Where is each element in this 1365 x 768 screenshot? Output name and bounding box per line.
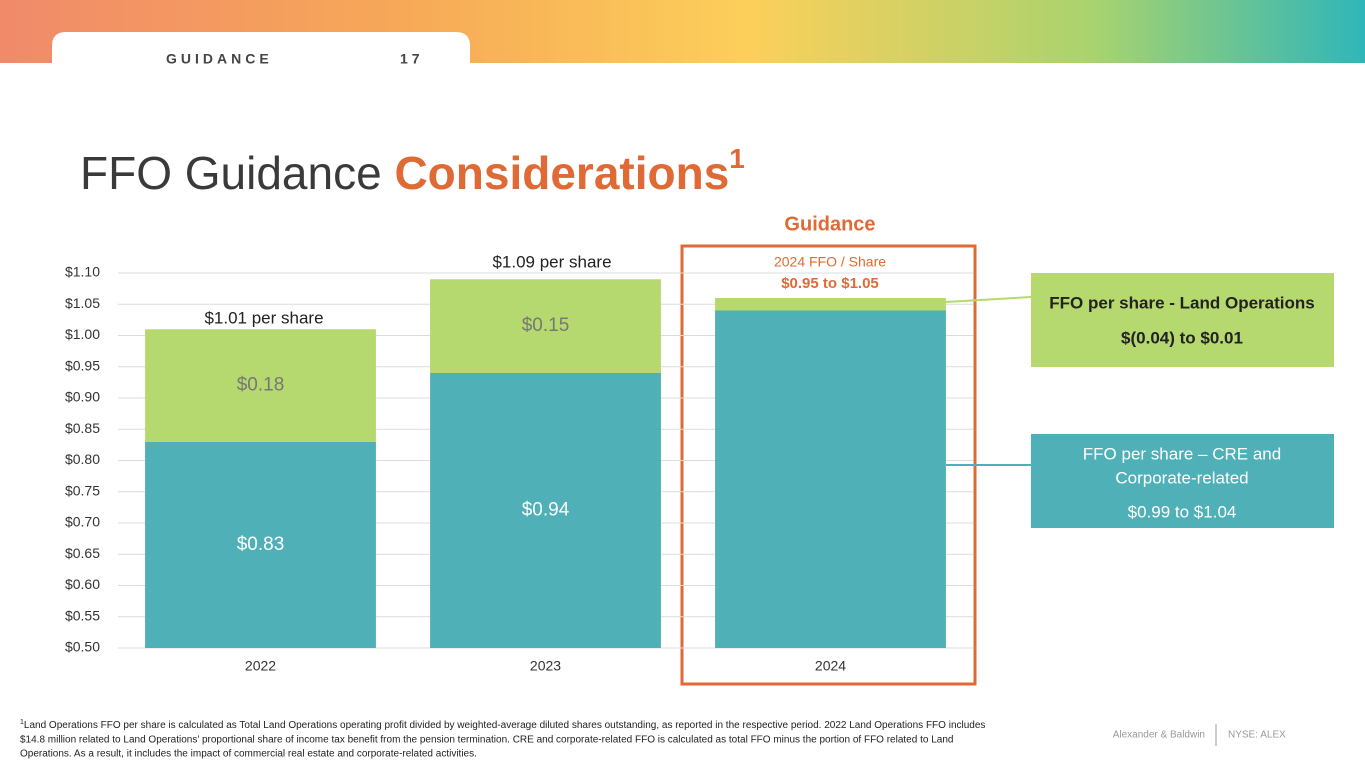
value-label: $0.83 [237,534,285,555]
callout-range: $(0.04) to $0.01 [1121,328,1243,347]
x-tick-label: 2022 [245,658,276,674]
footnote-line: Land Operations FFO per share is calcula… [24,720,986,731]
total-annotation: $1.01 per share [204,308,323,327]
bar-segment [145,329,376,442]
y-tick-label: $0.70 [65,514,100,530]
y-tick-label: $0.65 [65,545,100,561]
value-label: $0.94 [522,500,570,521]
plot: $0.50 $0.55 $0.60 $0.65 $0.70 $0.75 $0.80 $0.85… [65,264,973,674]
y-tick-label: $0.75 [65,482,100,498]
x-tick-label: 2024 [815,658,846,674]
header-tab [52,32,470,63]
section-label: GUIDANCE [166,51,273,67]
guidance-range: $0.95 to $1.05 [781,275,879,292]
bar-segment [430,373,661,648]
y-tick-label: $0.60 [65,576,100,592]
bar-segment [145,441,376,648]
footnote: 1Land Operations FFO per share is calcul… [20,719,985,731]
slide-title: FFO Guidance Considerations1 [80,143,745,199]
connector [945,296,1032,303]
footnote-sup: 1 [20,719,24,726]
callout-land [1031,273,1334,367]
bar-segment [430,279,661,373]
title-accent: Considerations [394,147,729,199]
bar-segment [715,310,946,648]
footer-company: Alexander & Baldwin [1113,730,1205,741]
y-tick-label: $1.00 [65,326,100,342]
y-tick-label: $0.95 [65,357,100,373]
y-tick-label: $0.90 [65,389,100,405]
y-tick-label: $0.55 [65,607,100,623]
callout-range: $0.99 to $1.04 [1128,502,1237,521]
y-tick-label: $0.85 [65,420,100,436]
y-tick-label: $1.05 [65,295,100,311]
callout-cre [1031,434,1334,528]
footer-ticker: NYSE: ALEX [1228,730,1286,741]
page-number: 17 [400,51,424,67]
callout-label: Corporate-related [1115,468,1248,487]
title-plain: FFO Guidance [80,147,394,199]
y-tick-label: $0.80 [65,451,100,467]
y-tick-label: $1.10 [65,264,100,280]
footnote-line: Operations. As a result, it includes the… [20,749,477,760]
guidance-label: Guidance [784,213,875,235]
callout-label: FFO per share - Land Operations [1049,293,1314,312]
y-tick-label: $0.50 [65,639,100,655]
value-label: $0.18 [237,375,285,396]
title-sup: 1 [729,143,745,174]
callout-label: FFO per share – CRE and [1083,444,1281,463]
value-label: $0.15 [522,315,570,336]
x-tick-label: 2023 [530,658,561,674]
footnote-line: $14.8 million related to Land Operations… [20,735,953,746]
guidance-line: 2024 FFO / Share [774,254,886,270]
bar-segment [715,298,946,311]
total-annotation: $1.09 per share [492,252,611,271]
